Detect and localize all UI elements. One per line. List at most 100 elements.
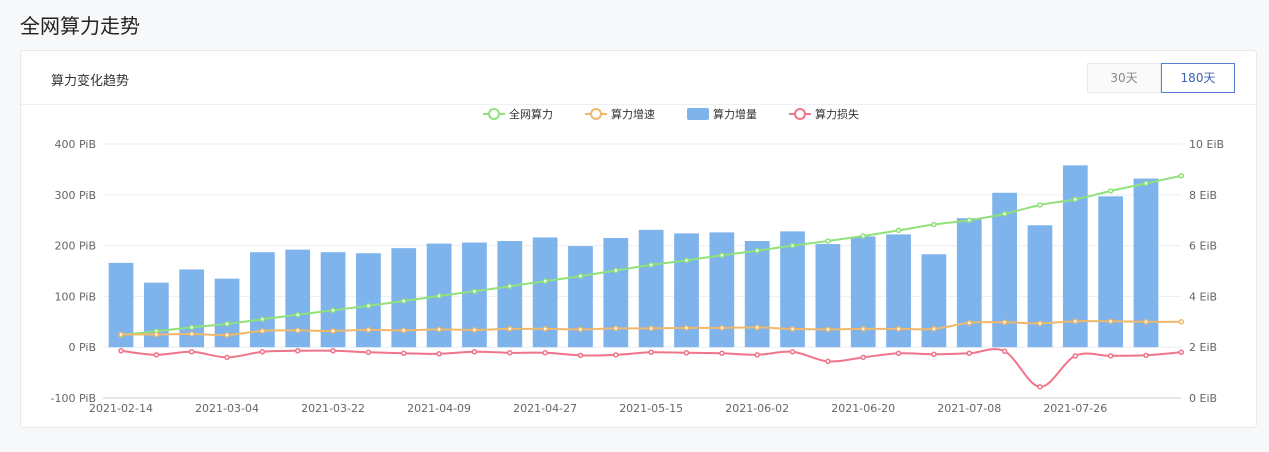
left-axis-tick-label: 400 PiB (55, 138, 97, 151)
series-point (365, 303, 372, 309)
series-point (683, 350, 690, 356)
series-point (330, 328, 336, 334)
series-point (931, 221, 937, 228)
series-point (719, 325, 725, 331)
right-axis-tick-label: 2 EiB (1189, 341, 1217, 354)
right-axis-tick-label: 10 EiB (1189, 138, 1224, 151)
series-point (330, 348, 336, 354)
series-point (365, 349, 372, 356)
bar-increase (1027, 225, 1053, 348)
bar-increase (956, 218, 982, 348)
series-point (471, 288, 478, 295)
series-point (1178, 319, 1185, 325)
series-point (895, 350, 902, 357)
tab-180-days[interactable]: 180天 (1161, 63, 1235, 93)
legend-swatch (794, 108, 806, 120)
series-point (754, 324, 760, 331)
right-axis-tick-label: 0 EiB (1189, 392, 1217, 405)
series-point (1001, 348, 1008, 355)
series-point (436, 351, 442, 357)
right-axis-tick-label: 6 EiB (1189, 240, 1217, 253)
series-point (931, 326, 937, 332)
series-point (153, 352, 160, 358)
series-point (825, 326, 831, 333)
tab-30-days[interactable]: 30天 (1087, 63, 1161, 93)
series-point (330, 307, 336, 314)
card-title: 算力变化趋势 (51, 74, 130, 89)
series-point (1072, 196, 1079, 203)
series-point (259, 328, 266, 334)
series-point (542, 350, 548, 356)
series-point (1072, 353, 1079, 359)
series-point (648, 349, 654, 356)
series-point (860, 354, 866, 361)
series-point (1143, 352, 1149, 359)
series-point (1001, 211, 1008, 217)
series-point (577, 352, 584, 359)
range-tabs: 30天 180天 (1087, 63, 1235, 93)
series-point (754, 352, 760, 358)
bar-increase (1098, 196, 1124, 348)
series-point (188, 331, 195, 337)
legend-label: 算力增量 (713, 107, 757, 121)
series-point (542, 326, 548, 332)
bar-increase (143, 282, 169, 348)
series-point (153, 331, 160, 338)
series-point (966, 350, 973, 357)
legend-swatch (590, 108, 602, 120)
x-axis-tick-label: 2021-03-22 (301, 402, 365, 415)
series-point (577, 273, 584, 279)
right-axis-tick-label: 8 EiB (1189, 189, 1217, 202)
legend-label: 全网算力 (509, 107, 553, 121)
series-point (1037, 384, 1043, 390)
series-point (471, 327, 478, 333)
series-point (683, 257, 690, 264)
series-point (860, 233, 866, 239)
hashrate-chart: 400 PiB 10 EiB 300 PiB 8 EiB 200 PiB 6 EiB 100… (51, 107, 1225, 415)
series-point (436, 326, 442, 333)
series-point (648, 262, 654, 268)
x-axis-tick-label: 2021-06-02 (725, 402, 789, 415)
bar-increase (744, 241, 770, 348)
bar-increase (1062, 165, 1088, 348)
legend-label: 算力损失 (815, 107, 859, 121)
legend-swatch (687, 108, 709, 120)
card-header: 算力变化趋势 30天 180天 (21, 51, 1256, 105)
series-point (259, 316, 266, 323)
left-axis-tick-label: 0 PiB (69, 341, 97, 354)
series-point (294, 311, 301, 318)
series-point (1001, 319, 1008, 326)
x-axis-tick-label: 2021-06-20 (831, 402, 895, 415)
series-point (224, 332, 230, 338)
series-point (789, 242, 796, 249)
x-axis-tick-label: 2021-04-27 (513, 402, 577, 415)
series-point (118, 348, 124, 354)
series-point (895, 326, 902, 332)
series-point (825, 238, 831, 244)
series-point (1037, 202, 1043, 208)
left-axis-tick-label: 100 PiB (55, 290, 97, 303)
series-point (931, 351, 937, 358)
right-axis-tick-label: 4 EiB (1189, 290, 1217, 303)
series-point (294, 327, 301, 334)
x-axis-tick-label: 2021-02-14 (89, 402, 153, 415)
bar-increase (921, 254, 947, 348)
series-point (1143, 180, 1149, 187)
series-point (365, 327, 372, 333)
legend-label: 算力增速 (611, 107, 655, 121)
series-point (613, 267, 619, 274)
series-point (577, 326, 584, 333)
series-point (188, 349, 195, 355)
left-axis-tick-label: 300 PiB (55, 189, 97, 202)
series-point (507, 326, 513, 332)
x-axis-tick-label: 2021-05-15 (619, 402, 683, 415)
series-point (188, 324, 195, 331)
series-point (436, 293, 442, 299)
page-title: 全网算力走势 (20, 14, 140, 38)
hashrate-card: 算力变化趋势 30天 180天 400 PiB 10 EiB 300 PiB 8 Ei… (20, 50, 1257, 428)
series-point (224, 354, 230, 361)
series-point (118, 331, 124, 338)
series-point (1178, 349, 1185, 356)
left-axis-tick-label: -100 PiB (51, 392, 96, 405)
series-point (895, 227, 902, 234)
